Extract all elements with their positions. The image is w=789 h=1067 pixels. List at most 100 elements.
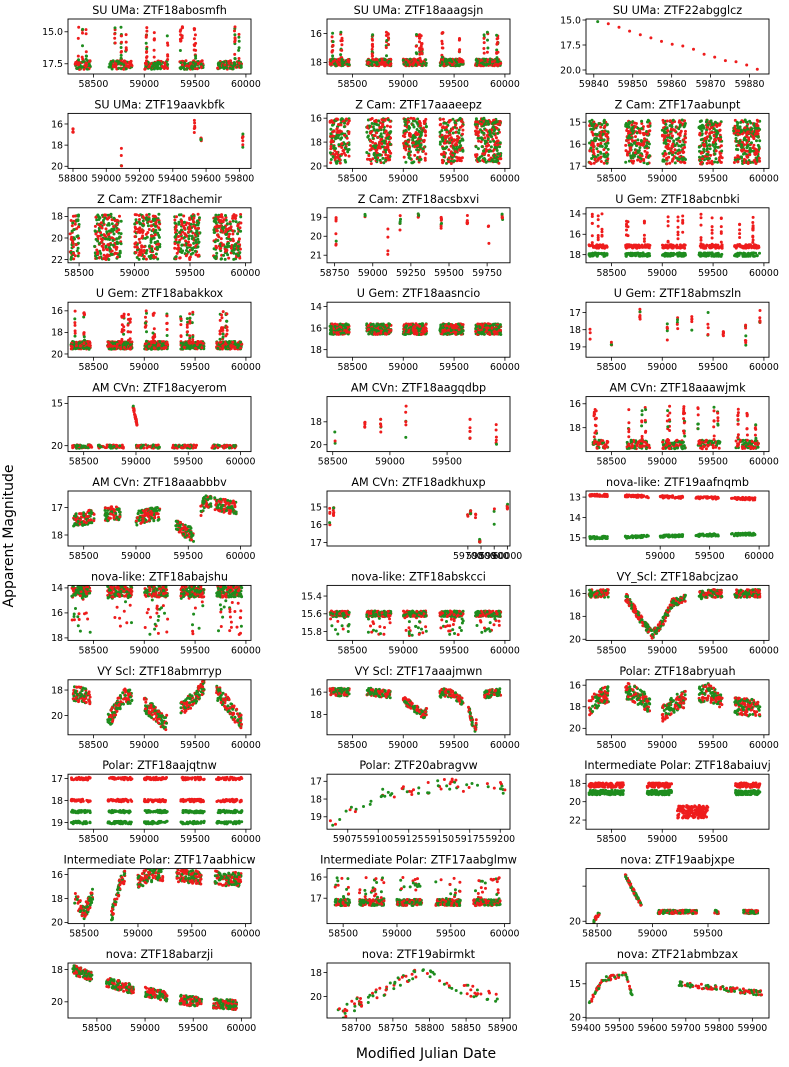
data-point [115,59,119,63]
data-point [714,244,717,248]
data-point [669,245,673,249]
data-point [624,254,628,258]
data-point [188,255,192,259]
y-tick-label: 16 [310,113,322,124]
data-point [122,67,126,71]
data-point [662,154,666,158]
data-point [334,117,338,121]
data-point [698,120,702,123]
data-point [636,138,640,142]
data-point [423,156,427,160]
data-point [707,139,711,143]
data-point [465,214,469,217]
data-point [495,56,499,60]
data-point [331,40,335,44]
data-point [440,126,444,129]
data-point [398,228,402,232]
data-point [95,248,99,252]
data-point [474,145,478,149]
data-point [196,212,200,216]
data-point [190,248,194,252]
x-tick-label: 60000 [749,268,779,279]
data-point [418,155,422,159]
data-point [116,242,119,246]
data-point [331,60,335,63]
data-point [424,134,428,137]
data-point [115,246,119,250]
data-point [705,118,709,122]
data-point [331,140,335,144]
data-point [605,123,609,126]
data-point [185,246,189,250]
data-point [699,236,703,240]
data-point [482,149,485,153]
data-point [738,139,742,143]
data-point [416,117,420,121]
data-point [194,253,198,257]
data-point [217,61,221,65]
data-point [589,122,593,125]
y-tick-label: 17.5 [560,40,581,51]
data-point [373,134,377,138]
data-point [154,252,158,256]
data-point [738,223,742,227]
data-point [413,59,417,63]
data-point [149,237,153,240]
data-point [340,136,344,140]
data-point [151,64,155,68]
data-point [476,136,480,140]
data-point [757,156,761,160]
data-point [233,57,237,60]
data-point [340,62,344,66]
data-point [76,36,80,40]
data-point [371,157,375,161]
data-point [734,137,738,140]
data-point [220,215,224,219]
data-point [183,252,187,256]
data-point [676,225,680,229]
data-point [753,151,757,155]
data-point [625,138,629,142]
subplot-title: SU UMa: ZTF18aaagsjn [354,4,484,17]
data-point [480,136,483,140]
data-point [399,217,402,221]
data-point [398,214,402,218]
data-point [408,134,412,138]
data-point [723,59,727,63]
data-point [484,160,488,164]
data-point [345,62,349,66]
subplot-title: Z Cam: ZTF18achemir [97,193,222,206]
data-point [664,138,668,142]
data-point [416,156,420,159]
data-point [153,66,157,70]
data-point [476,157,480,161]
data-point [94,215,98,219]
data-point [157,220,161,224]
data-point [640,254,644,258]
data-points [587,212,761,258]
data-point [143,67,147,71]
data-point [389,62,393,66]
data-point [630,123,634,127]
data-point [424,152,428,156]
data-point [88,64,92,68]
data-point [194,238,198,242]
data-point [440,42,444,46]
data-point [227,61,231,65]
data-point [498,145,502,149]
data-point [176,243,180,247]
data-point [370,63,374,66]
data-point [343,146,347,150]
data-point [602,253,606,257]
data-point [145,29,149,33]
data-point [594,132,597,136]
data-point [704,137,708,141]
data-point [193,27,197,31]
data-point [241,139,245,143]
data-point [187,234,191,238]
data-point [500,216,504,220]
data-point [337,143,341,147]
x-tick-label: 58500 [64,268,94,279]
data-point [440,55,444,59]
data-point [735,147,738,151]
